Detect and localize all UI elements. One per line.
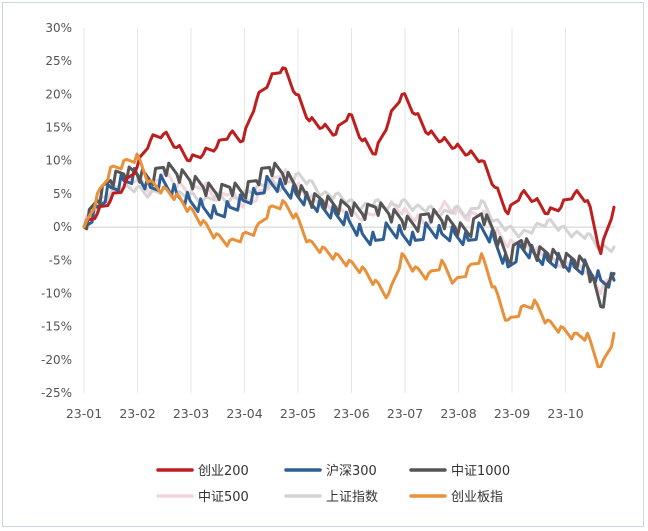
x-tick-label: 23-06 (333, 406, 369, 421)
y-tick-label: 25% (45, 54, 72, 68)
legend-label: 上证指数 (326, 490, 378, 505)
y-tick-label: -5% (49, 253, 72, 267)
x-tick-label: 23-02 (119, 406, 155, 421)
x-tick-label: 23-08 (440, 406, 476, 421)
legend-label: 中证500 (198, 490, 249, 505)
x-tick-label: 23-10 (547, 406, 583, 421)
x-tick-label: 23-01 (66, 406, 102, 421)
series-line-中证1000 (82, 161, 616, 309)
y-tick-label: 15% (45, 121, 72, 135)
y-tick-label: 10% (45, 154, 72, 168)
y-tick-label: 30% (45, 21, 72, 35)
y-tick-label: -20% (41, 353, 72, 367)
y-tick-label: 20% (45, 87, 72, 101)
x-tick-label: 23-07 (387, 406, 423, 421)
series-line-创业200 (82, 66, 616, 256)
chart-frame (2, 2, 644, 527)
legend-label: 沪深300 (326, 463, 377, 479)
x-tick-label: 23-05 (280, 406, 316, 421)
legend-label: 中证1000 (451, 464, 510, 479)
series-line-创业板指 (82, 152, 616, 369)
x-tick-label: 23-09 (494, 406, 530, 421)
x-tick-label: 23-04 (226, 406, 262, 421)
series-line-沪深300 (82, 166, 616, 289)
y-tick-label: -10% (41, 286, 72, 300)
x-tick-label: 23-03 (173, 406, 209, 421)
y-tick-label: 0% (53, 220, 72, 234)
y-tick-label: -15% (41, 320, 72, 334)
y-tick-label: -25% (41, 386, 72, 400)
legend-label: 创业200 (198, 464, 249, 479)
legend-label: 创业板指 (451, 490, 503, 505)
y-tick-label: 5% (53, 187, 72, 201)
